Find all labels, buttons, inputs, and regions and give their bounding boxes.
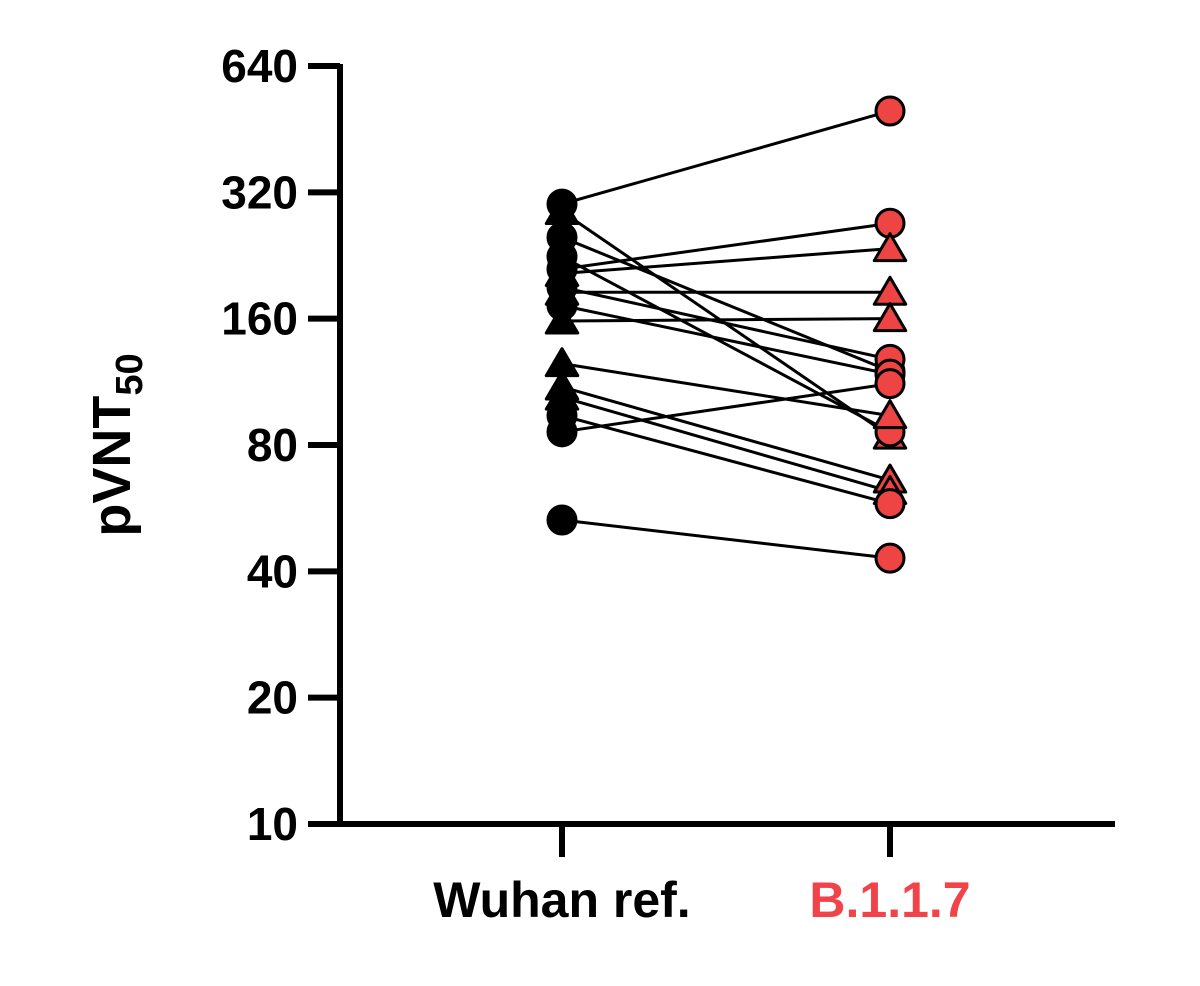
pair-line (561, 109, 891, 206)
b117-point (874, 95, 906, 127)
x-category-label: Wuhan ref. (433, 872, 690, 928)
y-axis: 10 20 40 80 160 320 640 (221, 40, 343, 850)
b117-point (872, 399, 908, 430)
pair-line (561, 235, 891, 373)
pair-line (561, 304, 891, 376)
b117-point (874, 368, 906, 400)
y-axis-label-subscript: 50 (109, 353, 151, 395)
x-axis: Wuhan ref. B.1.1.7 (337, 821, 1115, 928)
pair-line (561, 255, 891, 434)
pair-line (561, 317, 891, 323)
pair-line (561, 382, 891, 434)
y-tick-label: 40 (247, 545, 298, 597)
y-tick-label: 320 (221, 166, 298, 218)
axis-labels: pVNT50 (82, 353, 151, 536)
pair-line (561, 518, 891, 560)
b117-point (874, 542, 906, 574)
pair-line (561, 385, 891, 482)
data-points (544, 95, 908, 574)
pair-line (561, 362, 891, 418)
b117-point (872, 232, 908, 263)
y-axis-label-main: pVNT (82, 396, 142, 537)
b117-point (872, 302, 908, 333)
y-tick-label: 640 (221, 40, 298, 92)
pair-line (561, 414, 891, 506)
pair-line (561, 221, 891, 271)
pair-line (561, 285, 891, 361)
pair-line (561, 395, 891, 493)
wuhan-point (544, 304, 580, 335)
x-category-label: B.1.1.7 (809, 872, 970, 928)
y-tick-label: 20 (247, 672, 298, 724)
y-tick-label: 160 (221, 293, 298, 345)
wuhan-point (546, 416, 578, 448)
y-axis-label: pVNT50 (82, 353, 151, 536)
y-tick-label: 10 (247, 798, 298, 850)
wuhan-point (546, 504, 578, 536)
pair-lines (561, 109, 891, 560)
y-tick-label: 80 (247, 419, 298, 471)
pair-line (561, 247, 891, 275)
b117-point (874, 488, 906, 520)
